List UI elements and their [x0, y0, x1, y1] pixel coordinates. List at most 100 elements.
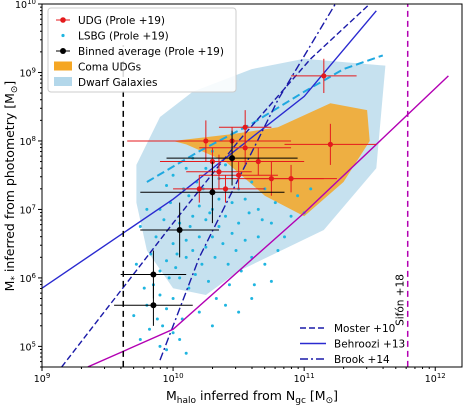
lsbg-point — [256, 207, 260, 211]
lsbg-point — [191, 249, 195, 253]
legend-upper-box — [47, 7, 237, 93]
dwarf-swatch — [54, 77, 72, 86]
coma-swatch — [54, 61, 72, 71]
marker — [150, 271, 157, 278]
lsbg-point — [210, 324, 214, 328]
marker — [229, 155, 236, 162]
lsbg-point — [178, 276, 182, 280]
lsbg-point — [197, 235, 201, 239]
lsbg-point — [243, 197, 247, 201]
lsbg-point — [276, 249, 280, 253]
lsbg-point — [296, 194, 300, 198]
lsbg-point — [273, 201, 277, 205]
legend-upper-label: Coma UDGs — [78, 62, 141, 74]
plot-area — [42, 4, 449, 367]
marker — [176, 226, 183, 233]
lsbg-point — [145, 207, 149, 211]
lsbg-point — [283, 235, 287, 239]
lsbg-point — [158, 269, 162, 273]
lsbg-point — [187, 194, 191, 198]
lsbg-point — [200, 262, 204, 266]
lsbg-point — [184, 255, 188, 259]
lsbg-point — [149, 252, 153, 256]
lsbg-point — [250, 180, 254, 184]
marker — [150, 302, 157, 309]
legend-upper-label: UDG (Prole +19) — [78, 15, 165, 27]
lsbg-point — [134, 262, 138, 266]
lsbg-point — [155, 317, 159, 321]
lsbg-point — [204, 166, 208, 170]
lsbg-point — [204, 218, 208, 222]
lsbg-point — [171, 173, 175, 177]
relation-line-magenta — [87, 75, 449, 367]
marker — [242, 145, 248, 151]
udg-point — [284, 123, 377, 165]
lsbg-point — [158, 344, 162, 348]
lsbg-point — [138, 338, 142, 342]
udg-point — [173, 175, 226, 203]
lsbg-point — [263, 262, 267, 266]
lsbg-point — [142, 286, 146, 290]
lsbg-point — [230, 201, 234, 205]
x-tick-label: 109 — [34, 372, 51, 385]
legend-lower: Moster +10 Behroozi +13 Brook +14 — [300, 323, 405, 366]
lsbg-point — [138, 225, 142, 229]
binned-average-point — [140, 161, 285, 224]
lsbg-point — [165, 307, 169, 311]
lsbg-point — [184, 166, 188, 170]
udg-point — [291, 58, 357, 94]
lsbg-point — [154, 235, 158, 239]
legend-upper-label: Binned average (Prole +19) — [78, 46, 224, 58]
legend-lower-label: Brook +14 — [334, 354, 390, 366]
udg-swatch — [60, 17, 66, 23]
lsbg-point — [210, 235, 214, 239]
lsbg-point — [197, 204, 201, 208]
coma-udgs-region — [173, 103, 370, 217]
marker — [236, 172, 242, 178]
legend-lower-label: Behroozi +13 — [334, 339, 405, 351]
lsbg-point — [208, 211, 212, 215]
lsbg-point — [165, 183, 169, 187]
marker — [196, 186, 202, 192]
lsbg-point — [289, 214, 293, 218]
y-tick-label: 108 — [19, 135, 36, 148]
lsbg-point — [161, 324, 165, 328]
lsbg-point — [132, 314, 136, 318]
x-tick-label: 1010 — [163, 372, 184, 385]
lsbg-point — [227, 283, 231, 287]
lsbg-point — [191, 214, 195, 218]
lsbg-point — [224, 163, 228, 167]
lsbg-point — [204, 245, 208, 249]
lsbg-point — [252, 283, 256, 287]
lsbg-point — [237, 310, 241, 314]
lsbg-point — [165, 348, 169, 352]
lsbg-point — [178, 338, 182, 342]
lsbg-point — [162, 218, 166, 222]
axis-ticks: 109 1010 1011 1012 105 106 107 108 109 1010 — [15, 0, 446, 385]
lsbg-point — [171, 296, 175, 300]
lsbg-point — [221, 242, 225, 246]
binned-average-point — [140, 202, 219, 258]
lsbg-point — [147, 327, 151, 331]
lsbg-point — [224, 303, 228, 307]
udg-point — [186, 154, 252, 189]
lsbg-trend-line — [146, 54, 384, 183]
lsbg-point — [171, 242, 175, 246]
lsbg-point — [188, 225, 192, 229]
marker — [288, 176, 294, 182]
udg-point — [212, 147, 305, 176]
y-tick-label: 1010 — [15, 0, 36, 11]
lsbg-point — [250, 296, 254, 300]
legend-upper-label: Dwarf Galaxies — [78, 77, 157, 89]
lsbg-point — [193, 272, 197, 276]
lsbg-point — [171, 331, 175, 335]
lsbg-point — [234, 249, 238, 253]
lsbg-point — [213, 255, 217, 259]
lsbg-point — [165, 259, 169, 263]
lsbg-point — [260, 218, 264, 222]
lsbg-point — [174, 266, 178, 270]
x-tick-label: 1012 — [425, 372, 446, 385]
lsbg-point — [187, 286, 191, 290]
lsbg-point — [217, 225, 221, 229]
